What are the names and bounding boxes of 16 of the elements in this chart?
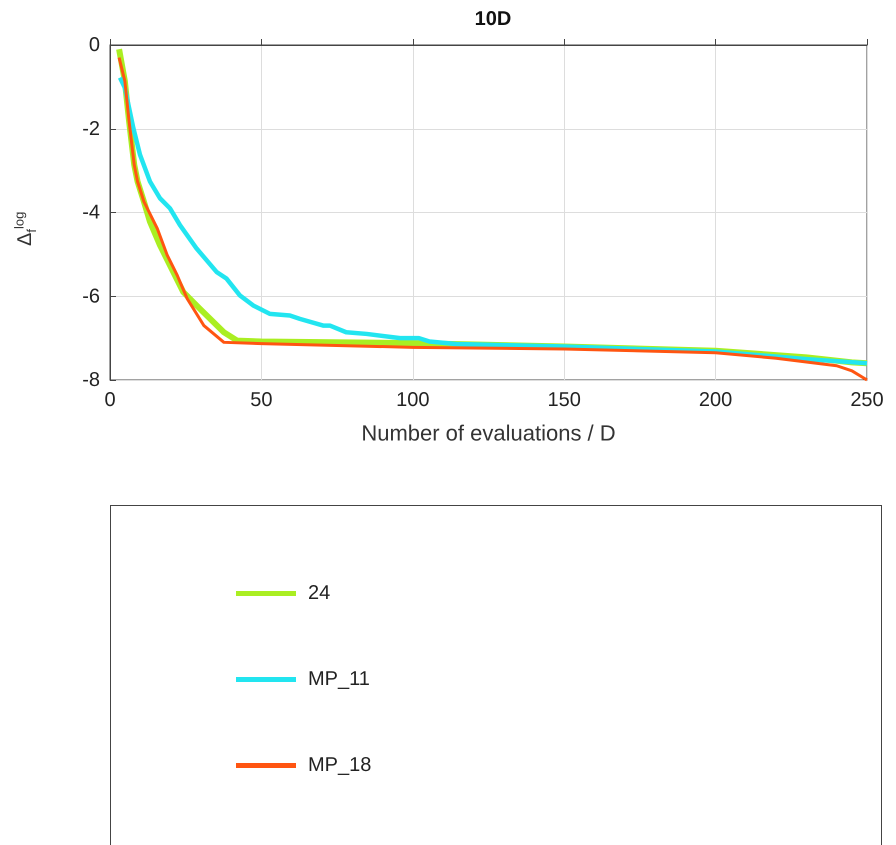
legend-label: MP_18 <box>308 754 372 776</box>
legend-label: MP_11 <box>308 668 370 690</box>
legend-label: 24 <box>308 582 330 604</box>
x-tick-label: 250 <box>850 389 884 411</box>
y-tick-label: 0 <box>88 34 100 56</box>
y-tick-label: -2 <box>82 118 100 140</box>
x-tick-label: 50 <box>250 389 273 411</box>
chart-title: 10D <box>474 8 512 30</box>
x-tick-label: 200 <box>698 389 732 411</box>
x-tick-label: 0 <box>104 389 116 411</box>
y-tick-label: -6 <box>82 285 100 308</box>
x-tick-label: 150 <box>548 389 581 411</box>
x-tick-label: 100 <box>396 389 430 411</box>
y-tick-label: -8 <box>82 369 100 391</box>
x-axis-title: Number of evaluations / D <box>361 420 616 446</box>
y-tick-label: -4 <box>82 202 100 224</box>
